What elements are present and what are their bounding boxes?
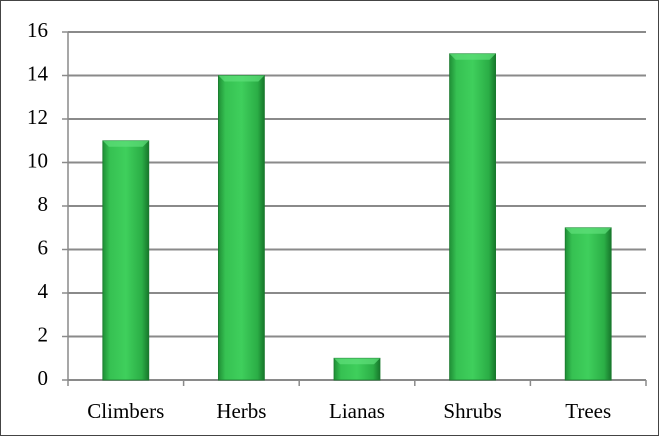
y-tick-label: 6 <box>38 235 49 259</box>
bar-bevel <box>565 227 612 234</box>
x-tick-label: Lianas <box>329 399 385 423</box>
bar <box>564 227 612 381</box>
bar-bevel <box>334 358 380 365</box>
y-tick-label: 2 <box>38 322 49 346</box>
x-tick-label: Climbers <box>87 399 164 423</box>
x-tick-label: Shrubs <box>443 399 501 423</box>
bar-bevel <box>449 53 496 60</box>
y-tick-label: 12 <box>27 105 48 129</box>
y-tick-label: 10 <box>27 148 48 172</box>
bar <box>217 75 265 381</box>
bar <box>449 53 497 381</box>
y-tick-label: 16 <box>27 18 48 42</box>
bar-bevel <box>102 140 149 147</box>
y-tick-label: 14 <box>27 61 49 85</box>
x-tick-label: Herbs <box>216 399 266 423</box>
bar <box>102 140 150 381</box>
y-tick-label: 8 <box>38 192 49 216</box>
y-tick-label: 4 <box>38 279 49 303</box>
y-tick-label: 0 <box>38 366 49 390</box>
x-tick-label: Trees <box>565 399 611 423</box>
bar-bevel <box>218 75 265 82</box>
